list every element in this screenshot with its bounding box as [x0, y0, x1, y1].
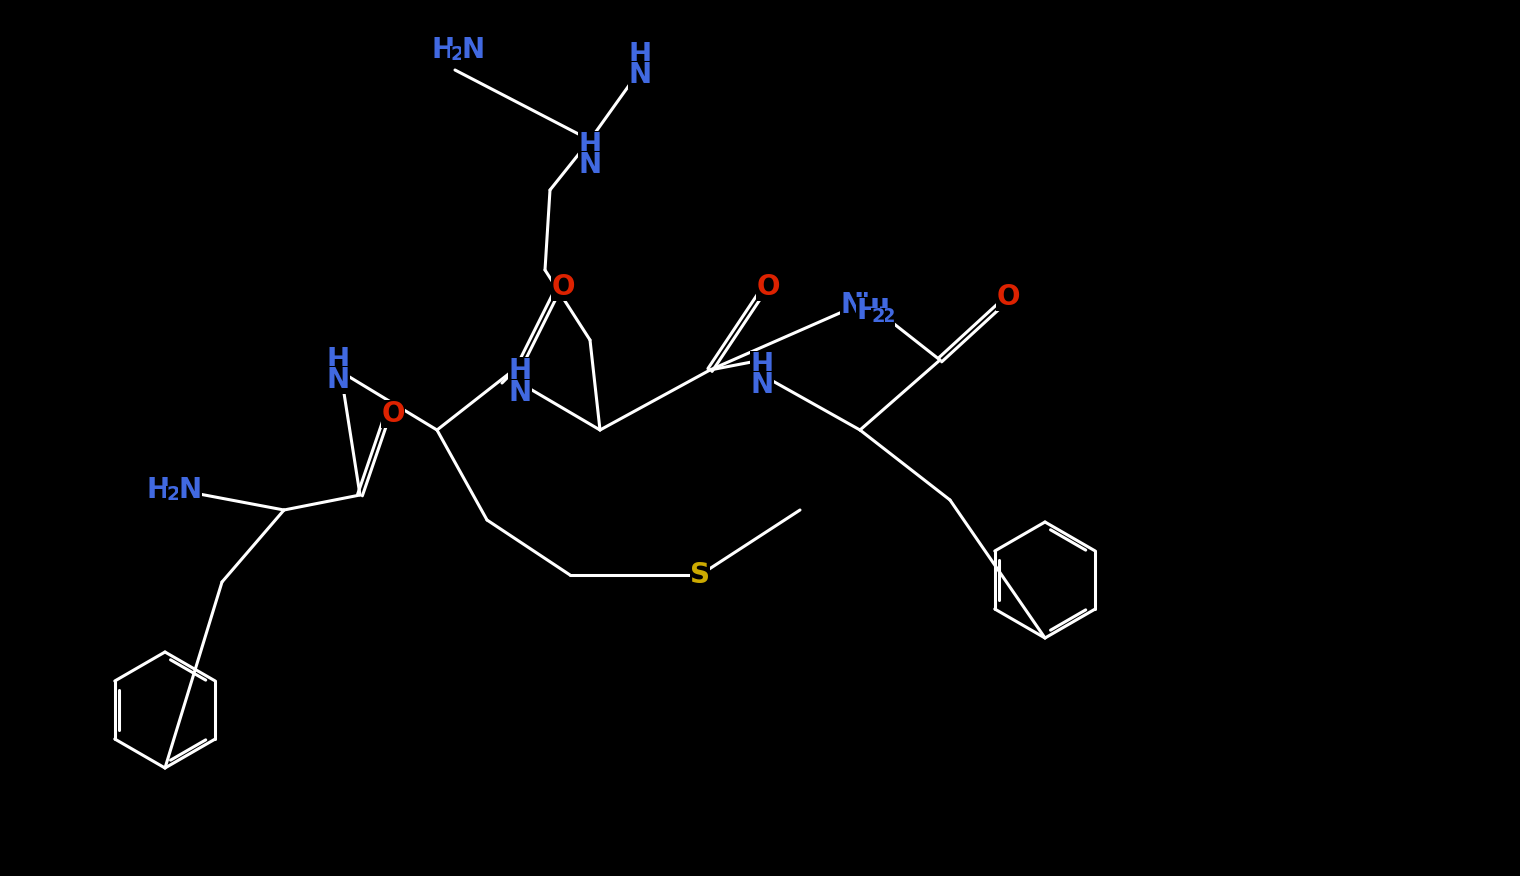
Text: H: H [432, 36, 454, 64]
Text: N: N [508, 379, 532, 407]
Text: N: N [751, 371, 774, 399]
Text: N: N [579, 151, 602, 179]
Text: 2: 2 [882, 307, 895, 327]
Text: N: N [841, 291, 863, 319]
Text: N: N [462, 36, 485, 64]
Text: 2: 2 [450, 46, 464, 65]
Text: H: H [751, 351, 774, 379]
Text: O: O [757, 273, 780, 301]
Text: O: O [996, 283, 1020, 311]
Text: H: H [327, 346, 350, 374]
Text: 2: 2 [871, 307, 885, 327]
Text: N: N [847, 291, 869, 319]
Text: S: S [690, 561, 710, 589]
Text: H: H [856, 297, 880, 325]
Text: O: O [552, 273, 575, 301]
Text: H: H [866, 297, 889, 325]
Text: O: O [382, 400, 404, 428]
Text: N: N [327, 366, 350, 394]
Text: H: H [146, 476, 170, 504]
Text: H: H [508, 357, 532, 385]
Text: N: N [628, 61, 652, 89]
Text: N: N [178, 476, 202, 504]
Text: 2: 2 [166, 485, 179, 505]
Text: H: H [579, 131, 602, 159]
Text: H: H [628, 41, 652, 69]
